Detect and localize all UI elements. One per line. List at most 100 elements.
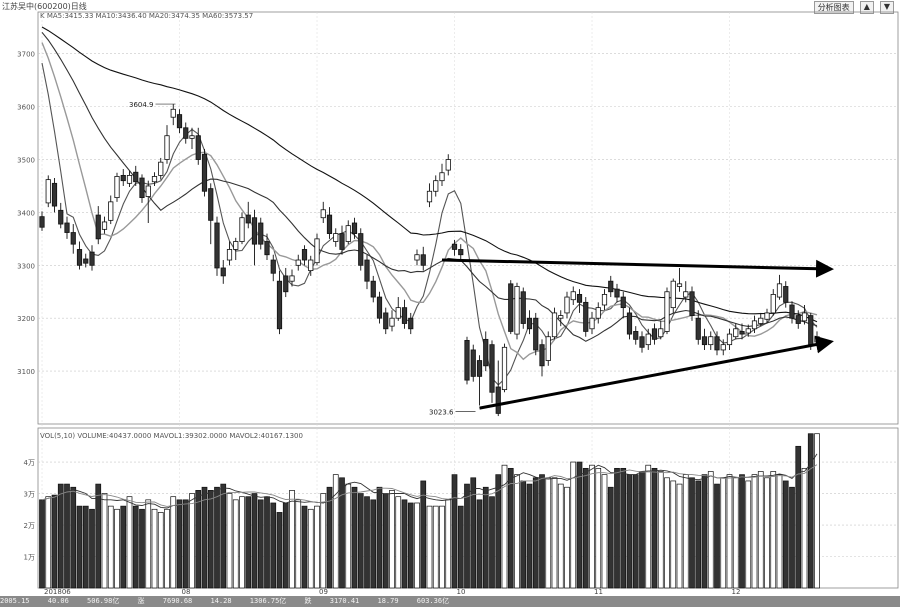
candle-body <box>764 312 770 320</box>
volume-bar <box>814 433 820 589</box>
candle-body <box>333 233 339 242</box>
volume-bar <box>214 486 220 589</box>
corner-buttons: 分析图表 ▲ ▼ <box>813 1 894 14</box>
volume-bar <box>564 486 570 589</box>
candle-body <box>476 360 483 377</box>
volume-bar <box>620 467 627 589</box>
candle-body <box>733 328 739 338</box>
candle-body <box>270 259 276 274</box>
candle-body <box>651 328 658 340</box>
candle-body <box>64 222 70 233</box>
volume-bar <box>257 499 264 589</box>
volume-tick-label: 2万 <box>24 522 35 530</box>
volume-bar <box>39 499 45 589</box>
candle-body <box>526 317 533 330</box>
candle-body <box>420 254 426 266</box>
volume-bar <box>695 480 702 589</box>
scroll-up-icon[interactable]: ▲ <box>859 1 874 14</box>
price-tick-label: 3700 <box>17 51 35 59</box>
volume-bar <box>707 471 714 589</box>
volume-bar <box>745 480 752 589</box>
volume-bar <box>364 496 370 589</box>
volume-bar <box>426 505 433 589</box>
volume-bar <box>657 471 664 589</box>
volume-bar <box>64 483 70 589</box>
volume-bar <box>414 502 420 589</box>
candle-body <box>683 291 689 298</box>
date-tick-label: 11 <box>594 588 603 596</box>
volume-bar <box>689 477 695 589</box>
volume-bar <box>201 486 208 589</box>
volume-bar <box>639 471 645 589</box>
candle-body <box>395 307 401 319</box>
mavol10-line <box>41 464 818 507</box>
candle-body <box>283 275 289 293</box>
volume-bar <box>357 493 364 589</box>
candle-body <box>433 180 439 192</box>
volume-bar <box>582 467 589 589</box>
volume-bar <box>389 490 395 589</box>
date-tick-label: 09 <box>319 588 328 596</box>
candle-body <box>351 222 358 234</box>
candle-body <box>251 217 258 245</box>
candle-body <box>114 176 120 199</box>
volume-bar <box>101 493 108 589</box>
scroll-down-icon[interactable]: ▼ <box>879 1 894 14</box>
volume-bar <box>551 477 558 589</box>
candle-body <box>289 275 295 282</box>
candle-body <box>695 317 701 340</box>
price-tick-label: 3100 <box>17 368 35 376</box>
volume-bar <box>589 464 595 589</box>
volume-bar <box>95 483 102 589</box>
candle-body <box>345 225 351 242</box>
candle-body <box>795 315 801 324</box>
volume-bar <box>182 499 189 589</box>
volume-bar <box>332 474 339 589</box>
volume-bar <box>339 477 345 589</box>
volume-bar <box>764 477 770 589</box>
candle-body <box>533 317 539 351</box>
volume-bar <box>739 474 745 589</box>
status-sh-change: 40.06 <box>47 597 69 605</box>
candle-body <box>808 315 814 346</box>
candle-body <box>551 312 558 338</box>
volume-bar <box>451 474 458 589</box>
candle-body <box>208 188 214 221</box>
candle-body <box>501 346 508 391</box>
candle-body <box>451 243 458 250</box>
volume-legend: VOL(5,10) VOLUME:40437.0000 MAVOL1:39302… <box>40 432 303 440</box>
price-tick-label: 3600 <box>17 104 35 112</box>
volume-bar <box>457 505 464 589</box>
volume-tick-label: 3万 <box>24 491 35 499</box>
volume-bar <box>232 499 239 589</box>
volume-bar <box>82 505 89 589</box>
candle-body <box>758 317 764 324</box>
volume-bar <box>89 508 95 589</box>
volume-bar <box>789 486 795 589</box>
candle-body <box>376 296 383 319</box>
volume-bar <box>70 486 77 589</box>
candle-body <box>564 296 570 314</box>
status-down-label: 跌 <box>304 597 312 605</box>
candle-body <box>295 259 301 266</box>
candle-body <box>814 336 820 343</box>
candle-body <box>258 222 264 245</box>
volume-bar <box>270 502 277 589</box>
candle-body <box>101 221 108 230</box>
candle-body <box>95 214 101 240</box>
volume-bar <box>251 493 258 589</box>
candle-body <box>164 135 170 160</box>
volume-bar <box>326 486 333 589</box>
volume-bar <box>151 508 158 589</box>
analysis-button[interactable]: 分析图表 <box>813 1 854 14</box>
ma20-line <box>41 31 818 342</box>
volume-bar <box>470 477 477 589</box>
ma10-line <box>41 42 818 361</box>
candle-body <box>220 267 226 277</box>
window-title: 江苏吴中(600200)日线 <box>2 2 87 11</box>
candle-body <box>320 209 326 219</box>
volume-bar <box>432 505 439 589</box>
volume-bar <box>320 493 327 589</box>
